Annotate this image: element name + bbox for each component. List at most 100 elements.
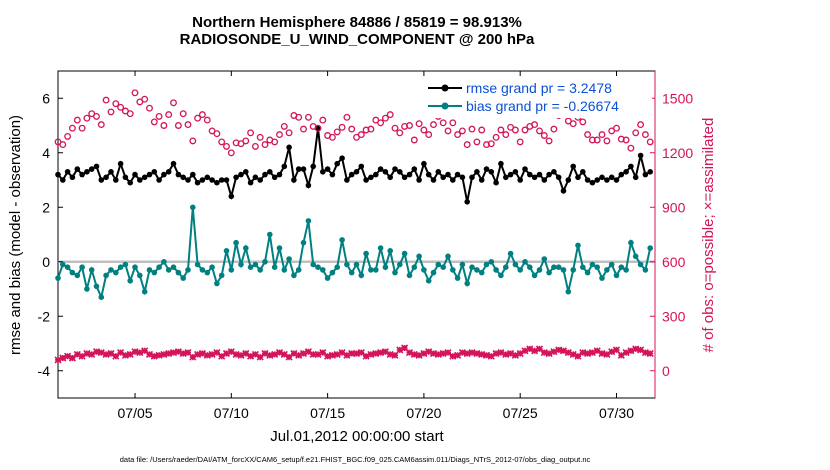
point-bias: [382, 264, 389, 271]
point-rmse: [199, 177, 206, 183]
point-nobs_assimilated: [492, 349, 500, 358]
point-nobs_assimilated: [251, 350, 259, 358]
point-nobs_assimilated: [401, 344, 409, 352]
point-nobs_possible: [454, 131, 462, 139]
point-rmse: [584, 177, 591, 183]
point-nobs_assimilated: [545, 349, 553, 358]
point-nobs_assimilated: [458, 349, 466, 357]
point-bias: [199, 267, 206, 273]
point-rmse: [411, 166, 418, 172]
point-rmse: [320, 169, 326, 175]
point-bias: [464, 280, 471, 287]
point-rmse: [324, 166, 331, 172]
point-nobs_possible: [579, 118, 587, 126]
point-nobs_possible: [531, 121, 539, 129]
point-bias: [527, 264, 533, 271]
point-rmse: [551, 169, 557, 175]
point-rmse: [194, 179, 201, 186]
point-rmse: [281, 163, 288, 170]
point-nobs_assimilated: [338, 349, 346, 357]
point-rmse: [512, 169, 519, 175]
point-bias: [262, 259, 268, 265]
point-bias: [156, 264, 162, 271]
point-rmse: [344, 177, 350, 183]
point-rmse: [161, 171, 167, 178]
point-nobs_possible: [247, 129, 255, 137]
point-rmse: [416, 177, 422, 183]
point-nobs_possible: [102, 96, 110, 104]
point-rmse: [185, 177, 191, 183]
point-bias: [151, 269, 158, 276]
point-rmse: [382, 169, 389, 175]
point-nobs_assimilated: [73, 350, 81, 358]
x-tick-label: 07/05: [118, 405, 153, 421]
point-nobs_assimilated: [593, 347, 601, 355]
point-bias: [320, 267, 326, 273]
point-nobs_possible: [410, 136, 418, 144]
y-tick-label-left: 2: [42, 199, 50, 215]
point-bias: [98, 294, 105, 301]
point-rmse: [137, 177, 143, 183]
point-bias: [421, 267, 427, 273]
point-bias: [555, 264, 562, 271]
point-bias: [637, 261, 644, 268]
point-bias: [146, 267, 153, 273]
point-bias: [295, 267, 302, 273]
point-nobs_possible: [622, 136, 630, 144]
point-nobs_assimilated: [83, 349, 91, 358]
point-bias: [580, 264, 586, 271]
legend-rmse-marker: [441, 84, 449, 92]
point-nobs_possible: [362, 126, 370, 134]
point-bias: [358, 272, 365, 279]
point-nobs_assimilated: [174, 348, 182, 356]
point-nobs_possible: [261, 141, 269, 149]
point-rmse: [60, 177, 66, 183]
point-rmse: [580, 169, 586, 175]
point-bias: [373, 267, 379, 273]
point-nobs_assimilated: [78, 352, 86, 360]
point-nobs_possible: [536, 127, 543, 135]
point-nobs_possible: [280, 122, 288, 130]
point-rmse: [151, 169, 158, 175]
point-nobs_possible: [381, 114, 389, 122]
point-rmse: [392, 166, 398, 172]
point-rmse: [498, 160, 504, 167]
point-nobs_assimilated: [410, 350, 418, 358]
point-bias: [498, 272, 504, 279]
point-bias: [233, 239, 239, 246]
point-bias: [642, 267, 649, 273]
point-rmse: [141, 174, 148, 181]
point-nobs_assimilated: [584, 349, 592, 358]
point-nobs_assimilated: [478, 350, 486, 358]
point-nobs_possible: [218, 138, 226, 146]
point-bias: [522, 259, 528, 265]
point-nobs_possible: [627, 144, 635, 152]
point-nobs_possible: [64, 132, 72, 140]
point-rmse: [527, 171, 533, 178]
point-nobs_assimilated: [555, 346, 563, 354]
point-nobs_possible: [73, 116, 81, 124]
chart-subtitle: RADIOSONDE_U_WIND_COMPONENT @ 200 hPa: [180, 31, 535, 48]
point-bias: [141, 288, 148, 295]
point-nobs_possible: [126, 110, 134, 118]
point-rmse: [604, 177, 610, 183]
point-nobs_assimilated: [242, 349, 250, 358]
point-nobs_assimilated: [280, 350, 288, 358]
point-nobs_assimilated: [468, 349, 476, 357]
point-nobs_assimilated: [497, 349, 505, 357]
point-bias: [546, 269, 552, 276]
point-rmse: [117, 160, 124, 167]
point-nobs_possible: [632, 129, 640, 137]
point-bias: [74, 272, 81, 279]
point-nobs_possible: [213, 130, 221, 138]
point-nobs_assimilated: [434, 350, 442, 358]
point-nobs_possible: [613, 124, 620, 132]
point-rmse: [435, 169, 442, 175]
point-bias: [247, 264, 254, 271]
point-rmse: [165, 169, 172, 175]
point-bias: [425, 278, 432, 284]
y-tick-label-right: 1500: [662, 90, 693, 106]
legend-box: [424, 78, 652, 118]
point-nobs_possible: [117, 103, 125, 111]
point-rmse: [594, 177, 600, 183]
